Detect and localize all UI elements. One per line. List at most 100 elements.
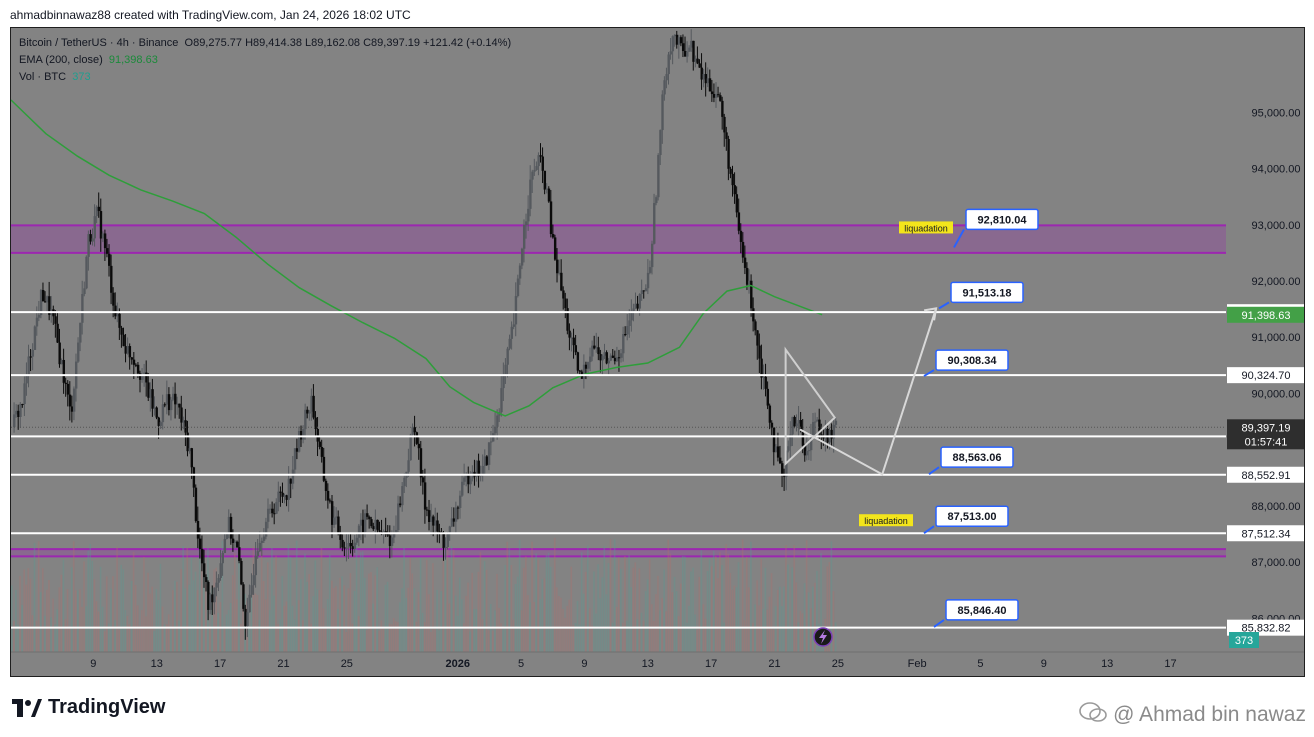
candle-body — [145, 372, 148, 383]
candle-body — [151, 389, 154, 409]
candle-body — [337, 516, 340, 534]
volume-bar — [717, 578, 719, 652]
volume-bar — [541, 578, 544, 652]
chart-frame[interactable]: 92,810.04 91,513.18 90,308.34 88,563.06 87,5… — [10, 27, 1305, 677]
volume-bar — [636, 619, 639, 652]
volume-bar — [492, 630, 494, 652]
candle-body — [547, 188, 551, 202]
candle-body — [143, 372, 146, 376]
volume-bar — [240, 623, 242, 652]
volume-bar — [463, 623, 465, 652]
volume-bar — [128, 624, 131, 652]
candle-body — [300, 431, 303, 440]
volume-bar — [593, 571, 595, 652]
liquidation-tag-label: liquadation — [864, 516, 908, 526]
candle-body — [394, 529, 398, 533]
volume-bar — [46, 589, 48, 652]
volume-bar — [174, 580, 176, 652]
candle-body — [48, 296, 51, 315]
legend-vol-label[interactable]: Vol · BTC — [19, 71, 67, 83]
volume-bar — [89, 543, 92, 652]
candle-body — [814, 421, 817, 423]
candle-body — [35, 317, 39, 327]
volume-bar — [454, 595, 457, 652]
volume-bar — [543, 578, 546, 652]
candle-body — [165, 394, 169, 405]
candle-body — [390, 537, 394, 546]
candle-body — [238, 547, 241, 561]
candle-body — [190, 448, 194, 468]
volume-bar — [549, 566, 552, 652]
legend-symbol[interactable]: Bitcoin / TetherUS · 4h · Binance — [19, 37, 179, 49]
candle-body — [242, 584, 245, 609]
candle-body — [291, 469, 295, 484]
volume-bar — [791, 567, 793, 652]
volume-bar — [260, 551, 263, 652]
candle-body — [417, 443, 421, 449]
volume-bar — [190, 557, 193, 652]
candle-body — [803, 445, 807, 456]
volume-bar — [141, 610, 143, 652]
candle-body — [684, 51, 687, 57]
candle-body — [118, 313, 121, 328]
candle-body — [333, 517, 336, 525]
volume-bar — [279, 619, 281, 652]
callout-pointer — [928, 466, 940, 476]
candle-body — [85, 256, 88, 289]
candle-body — [324, 480, 328, 491]
callout-label: 88,563.06 — [953, 452, 1002, 464]
legend-vol-value: 373 — [72, 71, 91, 83]
candle-body — [374, 519, 377, 530]
tradingview-logo[interactable]: TradingView — [12, 696, 165, 719]
volume-bar — [31, 615, 34, 652]
candle-body — [58, 342, 61, 365]
candle-body — [357, 525, 361, 538]
volume-bar — [440, 591, 443, 652]
volume-bar — [599, 598, 601, 652]
candle-body — [603, 352, 606, 356]
candle-body — [725, 132, 728, 139]
candle-body — [743, 257, 747, 268]
candle-body — [110, 265, 113, 293]
candle-body — [655, 197, 658, 204]
volume-bar — [79, 589, 81, 652]
candle-body — [566, 308, 569, 331]
candle-body — [626, 325, 629, 335]
candle-body — [134, 364, 138, 366]
volume-bar — [615, 606, 618, 652]
volume-bar — [797, 622, 800, 652]
candle-body — [717, 94, 720, 96]
level-price-tag — [1227, 466, 1304, 483]
volume-bar — [692, 567, 694, 652]
candle-body — [244, 608, 247, 627]
volume-bar — [74, 590, 77, 652]
candle-body — [799, 419, 803, 431]
candle-body — [306, 409, 309, 414]
candle-body — [516, 278, 520, 297]
candle-body — [368, 516, 371, 520]
volume-bar — [248, 626, 251, 652]
price-chart[interactable]: 92,810.04 91,513.18 90,308.34 88,563.06 87,5… — [11, 28, 1305, 677]
volume-bar — [487, 630, 490, 652]
countdown-text: 01:57:41 — [1245, 436, 1288, 448]
last-price-tag-text: 89,397.19 — [1242, 422, 1291, 434]
candle-body — [81, 294, 84, 323]
volume-bar — [783, 586, 785, 652]
volume-bar — [382, 626, 385, 652]
candle-body — [411, 427, 414, 435]
candle-body — [79, 322, 82, 343]
candle-body — [215, 582, 218, 588]
candle-body — [101, 233, 105, 239]
legend-ema-label[interactable]: EMA (200, close) — [19, 54, 103, 66]
candle-body — [624, 334, 627, 336]
volume-bar — [551, 627, 554, 652]
candle-body — [818, 419, 821, 435]
volume-bar — [677, 616, 680, 652]
volume-bar — [264, 599, 267, 652]
volume-bar — [322, 608, 325, 652]
volume-bar — [589, 608, 591, 652]
volume-tag — [1229, 632, 1259, 648]
candle-body — [686, 51, 689, 57]
candle-body — [21, 404, 24, 406]
volume-bar — [564, 617, 566, 652]
